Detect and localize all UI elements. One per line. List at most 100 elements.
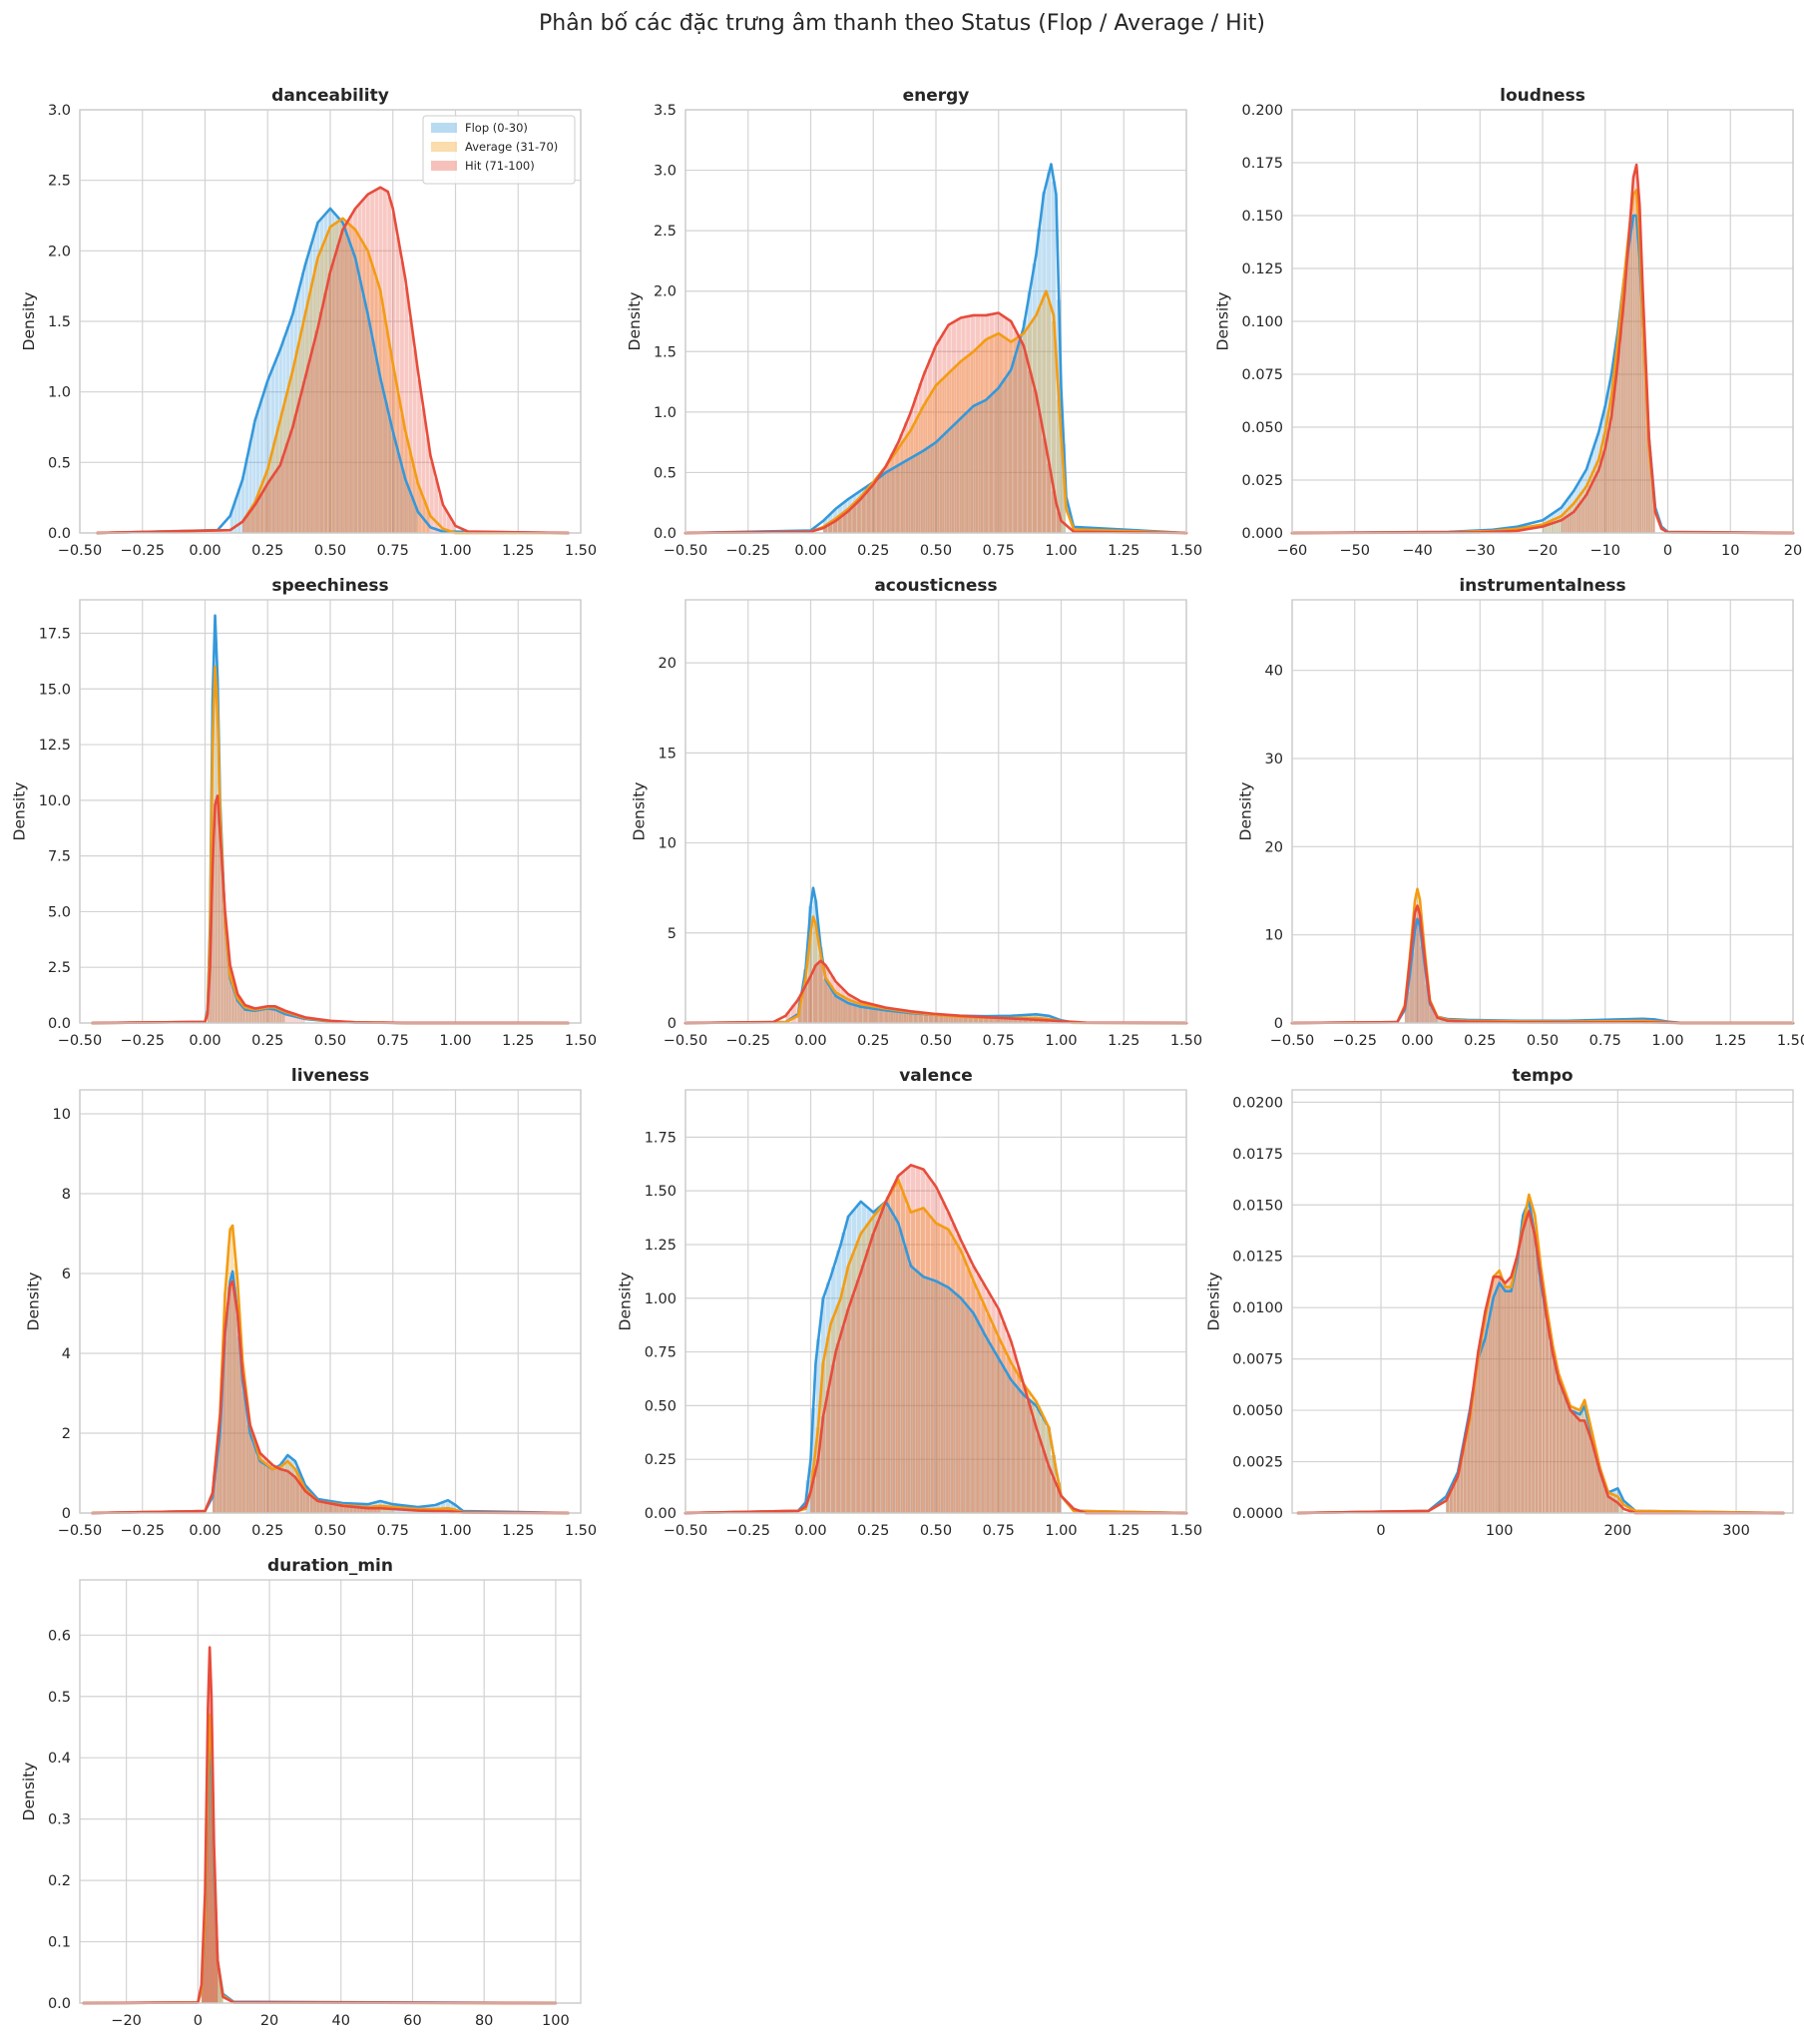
histogram-bar-hit-71-100 xyxy=(830,1364,836,1513)
histogram-bar-flop-0-30 xyxy=(1535,1250,1539,1513)
histogram-bar-hit-71-100 xyxy=(994,312,1000,533)
histogram-bar-hit-71-100 xyxy=(216,1442,220,1513)
y-tick-labels: 0.00000.00250.00500.00750.01000.01250.01… xyxy=(1232,1095,1283,1522)
histogram-bar-flop-0-30 xyxy=(1478,1353,1482,1513)
histogram-bar-hit-71-100 xyxy=(1418,910,1420,1023)
histogram-bar-hit-71-100 xyxy=(1552,1359,1557,1513)
histogram-bar-flop-0-30 xyxy=(304,258,309,533)
histogram-bar-flop-0-30 xyxy=(891,467,896,533)
axes-frame xyxy=(1291,109,1794,534)
y-tick-label: 0.5 xyxy=(48,455,71,471)
legend-swatch xyxy=(431,123,457,133)
histogram-bar-average-31-70 xyxy=(1584,1407,1588,1513)
histogram-bar-hit-71-100 xyxy=(365,194,370,533)
histogram-bar-average-31-70 xyxy=(1027,324,1033,533)
histogram-bar-hit-71-100 xyxy=(1436,1017,1438,1023)
histogram-bar-average-31-70 xyxy=(1410,941,1412,1023)
histogram-bar-flop-0-30 xyxy=(342,228,346,533)
histogram-bar-hit-71-100 xyxy=(279,1008,282,1023)
histogram-bar-average-31-70 xyxy=(1549,1333,1553,1513)
x-tick-label: 0.25 xyxy=(251,1033,283,1049)
histogram-bar-flop-0-30 xyxy=(1513,1271,1518,1513)
panel-title: energy xyxy=(903,86,970,106)
histogram-bar-flop-0-30 xyxy=(1650,469,1653,533)
histogram-bar-hit-71-100 xyxy=(299,1015,301,1023)
histogram-bar-average-31-70 xyxy=(253,500,257,533)
histogram-bar-hit-71-100 xyxy=(976,1275,981,1513)
histogram-bar-hit-71-100 xyxy=(297,1015,299,1023)
histogram-bar-average-31-70 xyxy=(347,225,351,533)
y-tick-label: 0.075 xyxy=(1241,367,1283,383)
histogram-bar-flop-0-30 xyxy=(383,401,388,533)
histogram-bar-average-31-70 xyxy=(1416,889,1418,1023)
histogram-bar-flop-0-30 xyxy=(259,398,264,533)
histogram-bar-hit-71-100 xyxy=(1636,177,1638,534)
x-tick-label: −0.25 xyxy=(121,1523,165,1539)
histogram-bar-hit-71-100 xyxy=(210,1655,211,2003)
y-tick-label: 0.6 xyxy=(48,1628,71,1644)
gridlines xyxy=(79,1090,582,1514)
histogram-bar-flop-0-30 xyxy=(925,447,930,533)
histogram-bar-average-31-70 xyxy=(281,1010,283,1023)
histogram-bar-average-31-70 xyxy=(823,525,828,533)
histogram-bar-flop-0-30 xyxy=(213,1839,215,2003)
kde-lines xyxy=(1296,1193,1785,1515)
histogram-bar-hit-71-100 xyxy=(900,1171,906,1513)
histogram-bar-flop-0-30 xyxy=(1634,216,1637,533)
histogram-bar-hit-71-100 xyxy=(238,997,240,1023)
histogram-bar-average-31-70 xyxy=(242,518,246,533)
histogram-bar-flop-0-30 xyxy=(923,1278,928,1513)
histogram-bar-flop-0-30 xyxy=(969,1310,975,1513)
histogram-bar-average-31-70 xyxy=(1591,1438,1595,1513)
histogram-bar-flop-0-30 xyxy=(281,1013,283,1023)
histogram-bar-average-31-70 xyxy=(855,1240,861,1513)
histogram-bar-hit-71-100 xyxy=(823,526,828,533)
gridlines xyxy=(79,600,582,1024)
histogram-bar-flop-0-30 xyxy=(920,450,925,533)
histogram-bar-hit-71-100 xyxy=(925,1176,931,1513)
histogram-bar-hit-71-100 xyxy=(215,1891,217,2003)
histogram-bar-hit-71-100 xyxy=(211,1682,212,2003)
histogram-bar-hit-71-100 xyxy=(253,1008,256,1023)
histogram-bar-flop-0-30 xyxy=(883,1010,888,1023)
histogram-bar-average-31-70 xyxy=(1531,1209,1535,1513)
histogram-bar-hit-71-100 xyxy=(1009,321,1014,533)
histogram-bar-flop-0-30 xyxy=(1584,1413,1588,1513)
histogram-bar-flop-0-30 xyxy=(802,968,808,1023)
y-tick-label: 20 xyxy=(1265,839,1283,855)
histogram-bar-average-31-70 xyxy=(935,383,940,533)
histogram-bar-average-31-70 xyxy=(269,1468,274,1513)
histogram-bar-flop-0-30 xyxy=(1510,1287,1514,1513)
histogram-bar-average-31-70 xyxy=(306,299,310,533)
x-tick-label: −0.25 xyxy=(726,1523,770,1539)
histogram-bar-flop-0-30 xyxy=(943,1285,949,1513)
histogram-bar-average-31-70 xyxy=(218,1962,219,2003)
histogram-bar-average-31-70 xyxy=(1567,1401,1571,1513)
histogram-bar-hit-71-100 xyxy=(1615,371,1617,533)
histogram-bar-average-31-70 xyxy=(266,1465,270,1513)
histogram-bar-average-31-70 xyxy=(238,1000,240,1023)
x-tick-label: 1.50 xyxy=(1170,1523,1202,1539)
histogram-bar-average-31-70 xyxy=(1556,1370,1560,1513)
histogram-bar-flop-0-30 xyxy=(1591,1442,1595,1513)
histogram-bar-average-31-70 xyxy=(905,433,911,533)
histogram-bar-hit-71-100 xyxy=(940,1014,946,1023)
histogram-bar-average-31-70 xyxy=(283,1011,285,1023)
gridlines xyxy=(684,600,1187,1024)
histogram-bar-average-31-70 xyxy=(280,1464,284,1513)
panel-acousticness: acousticness−0.50 −0.25 0.00 0.25 0.50 0.75 1.… xyxy=(631,576,1203,1049)
histogram-bar-average-31-70 xyxy=(1627,228,1630,533)
histogram-bar-hit-71-100 xyxy=(1613,387,1616,533)
histogram-bar-flop-0-30 xyxy=(260,1463,266,1513)
y-tick-label: 1.5 xyxy=(48,314,71,330)
histogram-bar-average-31-70 xyxy=(309,282,314,533)
x-tick-label: 1.50 xyxy=(565,1033,597,1049)
y-tick-label: 0 xyxy=(62,1506,71,1522)
histogram-bar-average-31-70 xyxy=(1003,337,1008,533)
histogram-bar-hit-71-100 xyxy=(429,461,434,533)
histogram-bar-average-31-70 xyxy=(230,1226,234,1513)
histogram-bar-average-31-70 xyxy=(237,1313,241,1513)
